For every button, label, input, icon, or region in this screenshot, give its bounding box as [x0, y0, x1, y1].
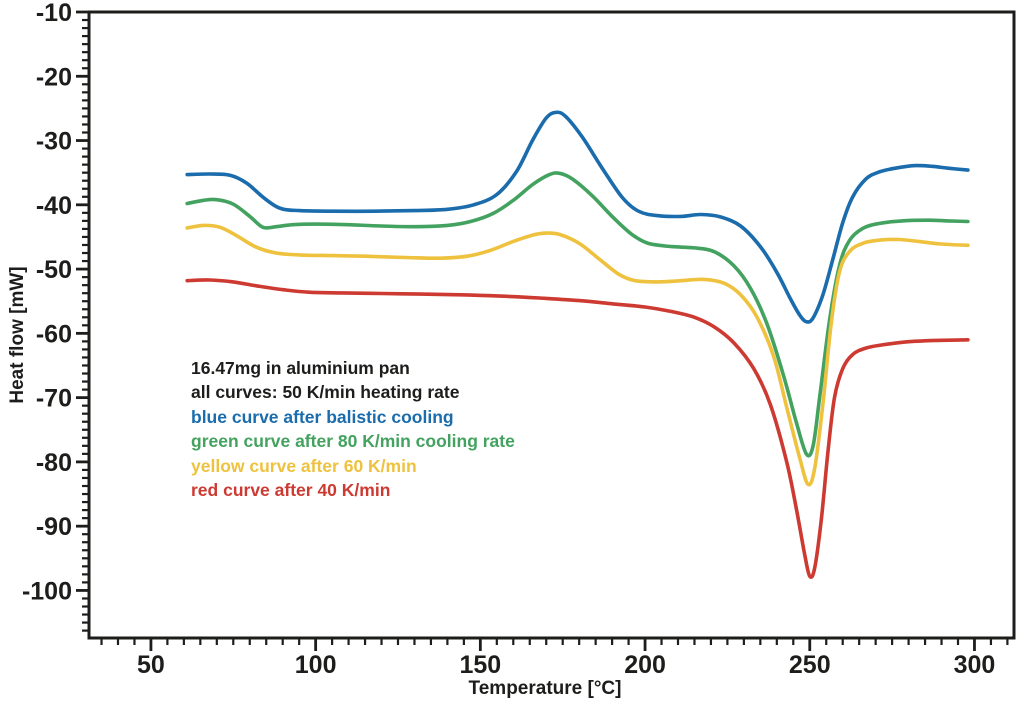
x-tick-label: 250	[789, 651, 831, 679]
annotation-heating-rate: all curves: 50 K/min heating rate	[191, 382, 460, 403]
y-tick-label: -40	[36, 192, 72, 220]
curve-blue	[185, 110, 970, 324]
curve-yellow	[185, 223, 970, 487]
axis-ticks	[76, 10, 1009, 651]
y-tick-label: -100	[22, 577, 72, 605]
curve-series	[185, 110, 970, 580]
x-axis-title: Temperature [°C]	[469, 678, 622, 699]
y-axis-title: Heat flow [mW]	[7, 266, 28, 403]
x-tick-label: 300	[954, 651, 996, 679]
y-tick-label: -90	[36, 513, 72, 541]
y-tick-label: -20	[36, 63, 72, 91]
y-tick-label: -70	[36, 385, 72, 413]
x-tick-label: 100	[295, 651, 337, 679]
y-tick-label: -60	[36, 320, 72, 348]
annotation-block: 16.47mg in aluminium pan all curves: 50 …	[191, 356, 515, 502]
x-tick-label: 200	[624, 651, 666, 679]
curve-red	[185, 278, 970, 580]
plot-frame	[87, 10, 1016, 640]
y-tick-label: -80	[36, 449, 72, 477]
y-tick-label: -50	[36, 256, 72, 284]
x-tick-label: 150	[459, 651, 501, 679]
annotation-yellow-curve: yellow curve after 60 K/min	[191, 455, 417, 476]
annotation-red-curve: red curve after 40 K/min	[191, 480, 391, 501]
annotation-green-curve: green curve after 80 K/min cooling rate	[191, 431, 515, 452]
axis-tick-labels: 50 100 150 200 250 300 -10 -20 -30 -40 -50 -60 -70 -8…	[22, 0, 995, 679]
annotation-sample-mass: 16.47mg in aluminium pan	[191, 358, 410, 378]
y-tick-label: -30	[36, 128, 72, 156]
y-tick-label: -10	[36, 0, 72, 27]
annotation-blue-curve: blue curve after balistic cooling	[191, 406, 454, 427]
x-tick-label: 50	[137, 651, 165, 679]
